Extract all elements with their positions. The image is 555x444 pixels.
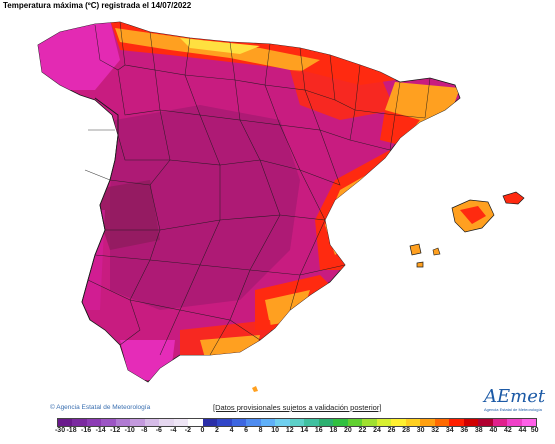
copyright-text: © Agencia Estatal de Meteorología — [50, 404, 151, 411]
legend-swatch — [173, 419, 189, 426]
legend-label: 26 — [387, 427, 396, 434]
legend-swatch — [275, 419, 290, 426]
legend-label: 32 — [431, 427, 440, 434]
menorca-island — [502, 191, 525, 205]
legend-label: -8 — [141, 427, 148, 434]
legend-label: 0 — [200, 427, 205, 434]
legend-swatch — [289, 419, 305, 426]
legend-swatch — [405, 419, 421, 426]
legend-label: 18 — [329, 427, 338, 434]
legend-label: 34 — [445, 427, 454, 434]
legend-labels: -30 -18 -16 -14 -12 -10 -8 -6 -4 -2 0 2 4 6 8 10 12 14 16 1… — [54, 427, 539, 437]
legend-label: 30 — [416, 427, 425, 434]
legend-label: 50 — [530, 427, 539, 434]
legend-swatch — [101, 419, 116, 426]
legend-swatch — [231, 419, 247, 426]
legend-label: -18 — [66, 427, 77, 434]
legend-swatch — [449, 419, 464, 426]
legend-swatch — [420, 419, 435, 426]
legend-label: -12 — [110, 427, 121, 434]
disclaimer-text: [Datos provisionales sujetos a validació… — [213, 403, 382, 412]
legend-swatch — [159, 419, 174, 426]
temperature-map — [37, 21, 525, 392]
legend-swatch — [115, 419, 131, 426]
legend-color-bar — [57, 418, 537, 427]
legend-swatch — [478, 419, 493, 426]
legend-label: 14 — [300, 427, 309, 434]
legend-swatch — [246, 419, 261, 426]
aemet-logo: AEmet Agencia Estatal de Meteorología — [484, 386, 546, 413]
legend-label: 24 — [373, 427, 381, 434]
legend-label: 38 — [474, 427, 483, 434]
legend-swatch — [144, 419, 160, 426]
legend-swatch — [333, 419, 348, 426]
map-title: Temperatura máxima (ºC) registrada el 14… — [3, 1, 192, 10]
legend-label: 12 — [285, 427, 294, 434]
legend-swatch — [391, 419, 406, 426]
logo-subtitle: Agencia Estatal de Meteorología — [484, 407, 542, 412]
legend-label: 4 — [229, 427, 234, 434]
legend-swatch — [86, 419, 102, 426]
legend-label: -16 — [81, 427, 92, 434]
legend-label: -4 — [170, 427, 177, 434]
legend-label: 6 — [244, 427, 249, 434]
legend-label: -2 — [184, 427, 192, 434]
legend-label: 44 — [518, 427, 527, 434]
legend-label: -6 — [155, 427, 162, 434]
legend-swatch — [347, 419, 363, 426]
legend-label: 28 — [402, 427, 410, 434]
legend-swatch — [304, 419, 319, 426]
legend-swatch — [217, 419, 232, 426]
color-legend: -30 -18 -16 -14 -12 -10 -8 -6 -4 -2 0 2 4 6 8 10 12 14 16 1… — [54, 418, 539, 444]
legend-swatch — [492, 419, 508, 426]
legend-label: 40 — [489, 427, 498, 434]
legend-label: -30 — [54, 427, 66, 434]
legend-label: 2 — [215, 427, 219, 434]
logo-brand: AEmet — [484, 386, 546, 407]
legend-swatch — [434, 419, 450, 426]
legend-swatch — [260, 419, 276, 426]
ibiza-island — [409, 243, 422, 256]
legend-label: 36 — [460, 427, 469, 434]
legend-label: 16 — [314, 427, 323, 434]
legend-swatch — [202, 419, 218, 426]
legend-label: -14 — [95, 427, 106, 434]
legend-swatch — [58, 419, 73, 426]
legend-label: 8 — [258, 427, 263, 434]
legend-swatch — [318, 419, 334, 426]
legend-swatch — [362, 419, 377, 426]
legend-swatch — [463, 419, 479, 426]
formentera-island — [416, 261, 424, 268]
legend-swatch — [521, 419, 536, 426]
legend-swatch — [188, 419, 203, 426]
legend-label: 22 — [358, 427, 367, 434]
legend-label: 10 — [271, 427, 280, 434]
legend-label: 42 — [504, 427, 512, 434]
portugal-border — [81, 97, 119, 321]
legend-label: -10 — [124, 427, 135, 434]
legend-label: 20 — [344, 427, 352, 434]
legend-swatch — [376, 419, 392, 426]
legend-swatch — [130, 419, 145, 426]
legend-swatch — [507, 419, 522, 426]
legend-swatch — [72, 419, 87, 426]
